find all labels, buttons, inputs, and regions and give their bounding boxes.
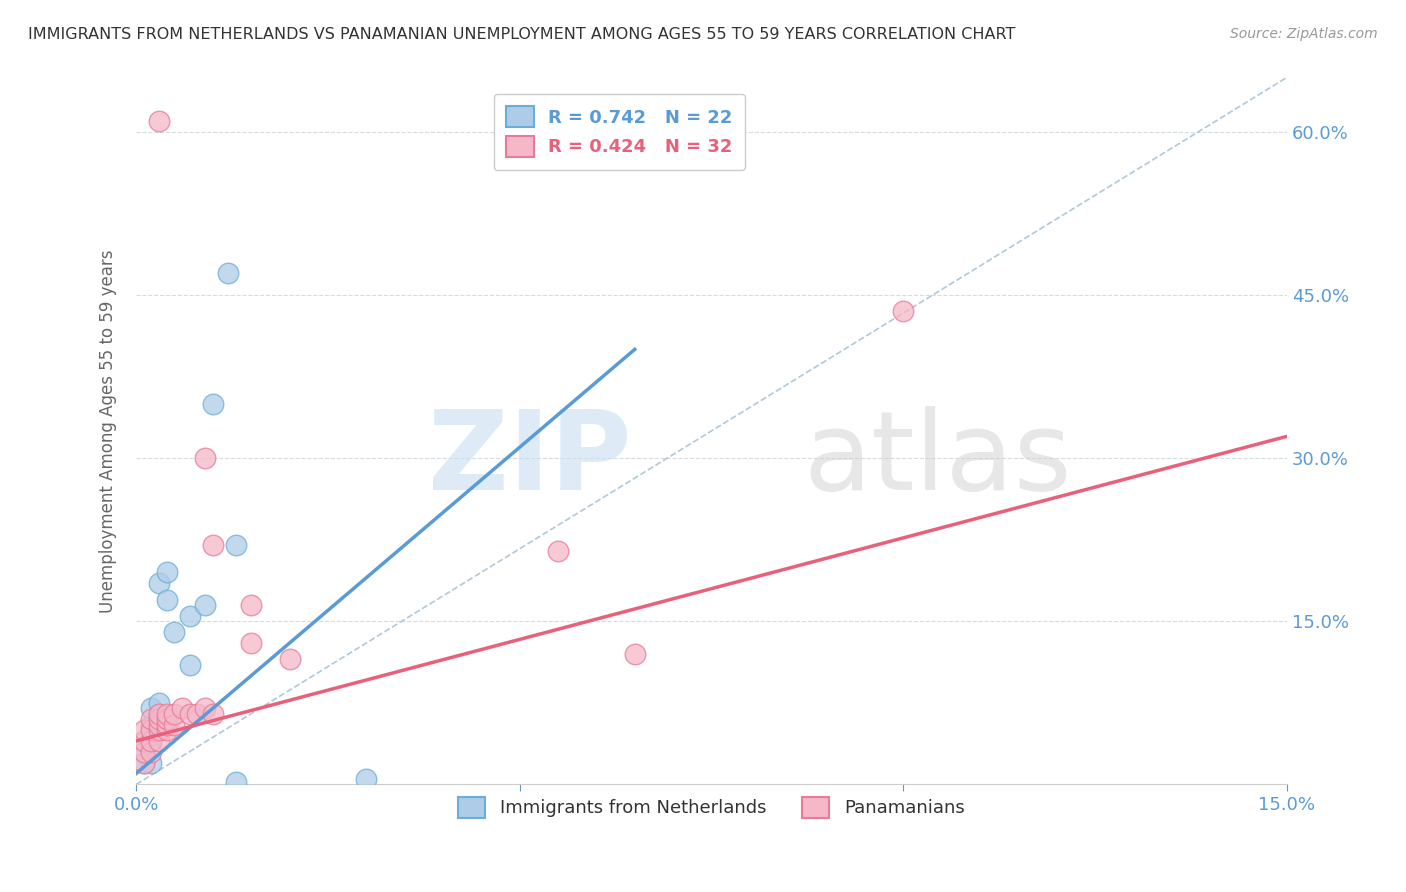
Point [132, 734, 155, 748]
Point [148, 114, 170, 128]
Point [132, 723, 155, 737]
Point [225, 538, 247, 552]
Point [141, 701, 163, 715]
Point [156, 712, 179, 726]
Point [141, 717, 163, 731]
Point [148, 717, 170, 731]
Point [278, 652, 301, 666]
Point [132, 756, 155, 770]
Text: Source: ZipAtlas.com: Source: ZipAtlas.com [1230, 27, 1378, 41]
Point [148, 576, 170, 591]
Text: ZIP: ZIP [427, 406, 631, 513]
Text: IMMIGRANTS FROM NETHERLANDS VS PANAMANIAN UNEMPLOYMENT AMONG AGES 55 TO 59 YEARS: IMMIGRANTS FROM NETHERLANDS VS PANAMANIA… [28, 27, 1015, 42]
Point [156, 717, 179, 731]
Point [132, 756, 155, 770]
Point [225, 775, 247, 789]
Point [141, 723, 163, 737]
Legend: Immigrants from Netherlands, Panamanians: Immigrants from Netherlands, Panamanians [451, 789, 972, 825]
Point [163, 625, 186, 640]
Text: atlas: atlas [804, 406, 1071, 513]
Point [240, 598, 263, 612]
Point [201, 397, 224, 411]
Point [148, 723, 170, 737]
Point [148, 734, 170, 748]
Point [132, 745, 155, 759]
Point [148, 706, 170, 721]
Point [141, 734, 163, 748]
Point [141, 712, 163, 726]
Point [891, 304, 914, 318]
Point [163, 717, 186, 731]
Point [194, 598, 217, 612]
Point [132, 745, 155, 759]
Point [156, 706, 179, 721]
Point [156, 723, 179, 737]
Point [547, 543, 569, 558]
Point [132, 734, 155, 748]
Point [148, 723, 170, 737]
Point [186, 706, 208, 721]
Point [156, 592, 179, 607]
Point [201, 538, 224, 552]
Point [179, 608, 201, 623]
Point [240, 636, 263, 650]
Point [354, 772, 377, 786]
Point [179, 706, 201, 721]
Point [201, 706, 224, 721]
Point [623, 647, 645, 661]
Point [156, 566, 179, 580]
Point [141, 756, 163, 770]
Point [148, 706, 170, 721]
Point [163, 706, 186, 721]
Point [194, 701, 217, 715]
Point [141, 734, 163, 748]
Point [148, 696, 170, 710]
Y-axis label: Unemployment Among Ages 55 to 59 years: Unemployment Among Ages 55 to 59 years [100, 249, 117, 613]
Point [148, 712, 170, 726]
Point [194, 451, 217, 466]
Point [172, 701, 194, 715]
Point [179, 657, 201, 672]
Point [217, 266, 239, 280]
Point [141, 745, 163, 759]
